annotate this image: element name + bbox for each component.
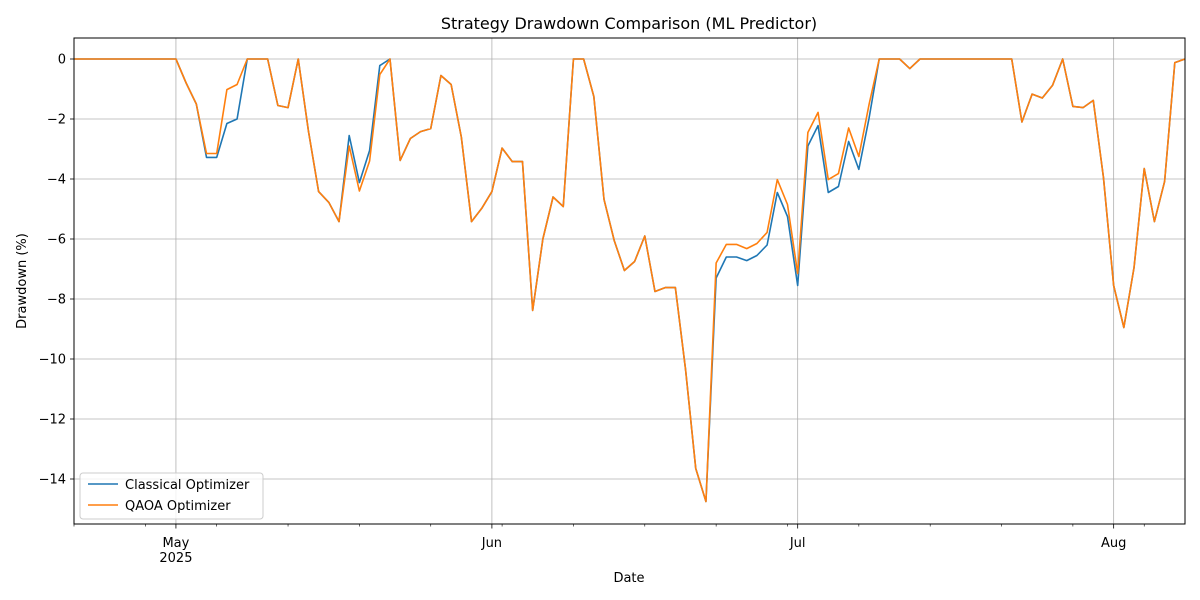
- x-tick-label: Jun: [481, 536, 502, 551]
- y-tick-label: −2: [47, 113, 66, 128]
- plot-frame: [73, 37, 1186, 525]
- x-tick-sublabel: 2025: [159, 551, 192, 566]
- x-tick-label: Aug: [1101, 536, 1126, 551]
- y-tick-label: −14: [39, 473, 66, 488]
- legend: Classical Optimizer QAOA Optimizer: [79, 472, 264, 520]
- x-axis-label: Date: [613, 571, 644, 586]
- y-tick-label: −12: [39, 413, 66, 428]
- chart-title: Strategy Drawdown Comparison (ML Predict…: [441, 14, 817, 33]
- y-tick-label: 0: [58, 53, 66, 68]
- series-lines: [74, 58, 1186, 503]
- y-tick-label: −4: [47, 173, 66, 188]
- legend-frame: [79, 472, 264, 520]
- legend-label-classical: Classical Optimizer: [125, 478, 250, 493]
- legend-label-qaoa: QAOA Optimizer: [125, 499, 231, 514]
- y-tick-label: −10: [39, 353, 66, 368]
- y-tick-label: −8: [47, 293, 66, 308]
- x-tick-label: May: [162, 536, 189, 551]
- x-tick-label: Jul: [789, 536, 806, 551]
- qaoa-optimizer-line: [74, 58, 1186, 503]
- y-tick-label: −6: [47, 233, 66, 248]
- y-axis-label: Drawdown (%): [15, 233, 30, 329]
